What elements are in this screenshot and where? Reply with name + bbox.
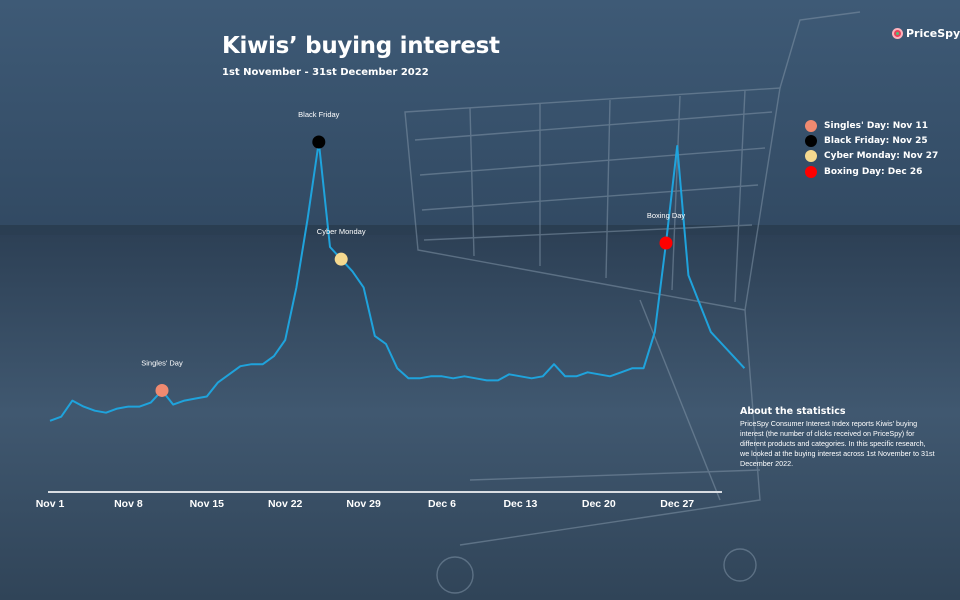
x-tick-label: Dec 20 [582, 498, 616, 510]
legend: Singles' Day: Nov 11 Black Friday: Nov 2… [805, 118, 938, 180]
legend-dot [805, 134, 817, 147]
legend-label: Black Friday: Nov 25 [824, 135, 928, 146]
series-line [49, 141, 746, 422]
about-heading: About the statistics [740, 406, 846, 417]
x-tick-label: Nov 8 [114, 498, 143, 510]
legend-label: Cyber Monday: Nov 27 [824, 151, 939, 162]
brand-name: PriceSpy [906, 27, 960, 40]
event-marker [155, 383, 169, 397]
x-tick-label: Nov 29 [346, 498, 381, 510]
legend-item: Boxing Day: Dec 26 [805, 164, 938, 179]
event-label: Boxing Day [647, 211, 686, 220]
legend-label: Boxing Day: Dec 26 [824, 166, 923, 177]
event-marker [312, 135, 326, 149]
x-tick-label: Nov 22 [268, 498, 303, 510]
x-tick-label: Dec 27 [660, 498, 694, 510]
legend-item: Cyber Monday: Nov 27 [805, 149, 938, 164]
about-statistics: About the statistics PriceSpy Consumer I… [740, 406, 935, 469]
chart-subtitle: 1st November - 31st December 2022 [222, 67, 429, 78]
pricespy-logo-icon [892, 28, 903, 39]
x-tick-label: Nov 15 [190, 498, 225, 510]
pricespy-logo: PriceSpy [892, 27, 960, 40]
event-marker [334, 252, 348, 266]
about-text: PriceSpy Consumer Interest Index reports… [740, 419, 935, 469]
chart-title: Kiwis’ buying interest [222, 33, 500, 59]
legend-label: Singles' Day: Nov 11 [824, 120, 928, 131]
legend-item: Singles' Day: Nov 11 [805, 118, 938, 133]
x-tick-label: Nov 1 [36, 498, 65, 510]
event-label: Black Friday [298, 110, 340, 119]
event-label: Cyber Monday [317, 227, 366, 236]
shopping-cart-illustration [404, 11, 861, 594]
event-marker [659, 236, 673, 250]
legend-dot [805, 150, 817, 163]
legend-dot [805, 165, 817, 178]
legend-item: Black Friday: Nov 25 [805, 133, 938, 148]
legend-dot [805, 119, 817, 132]
event-label: Singles' Day [141, 358, 183, 367]
x-tick-label: Dec 13 [503, 498, 537, 510]
x-tick-label: Dec 6 [428, 498, 456, 510]
